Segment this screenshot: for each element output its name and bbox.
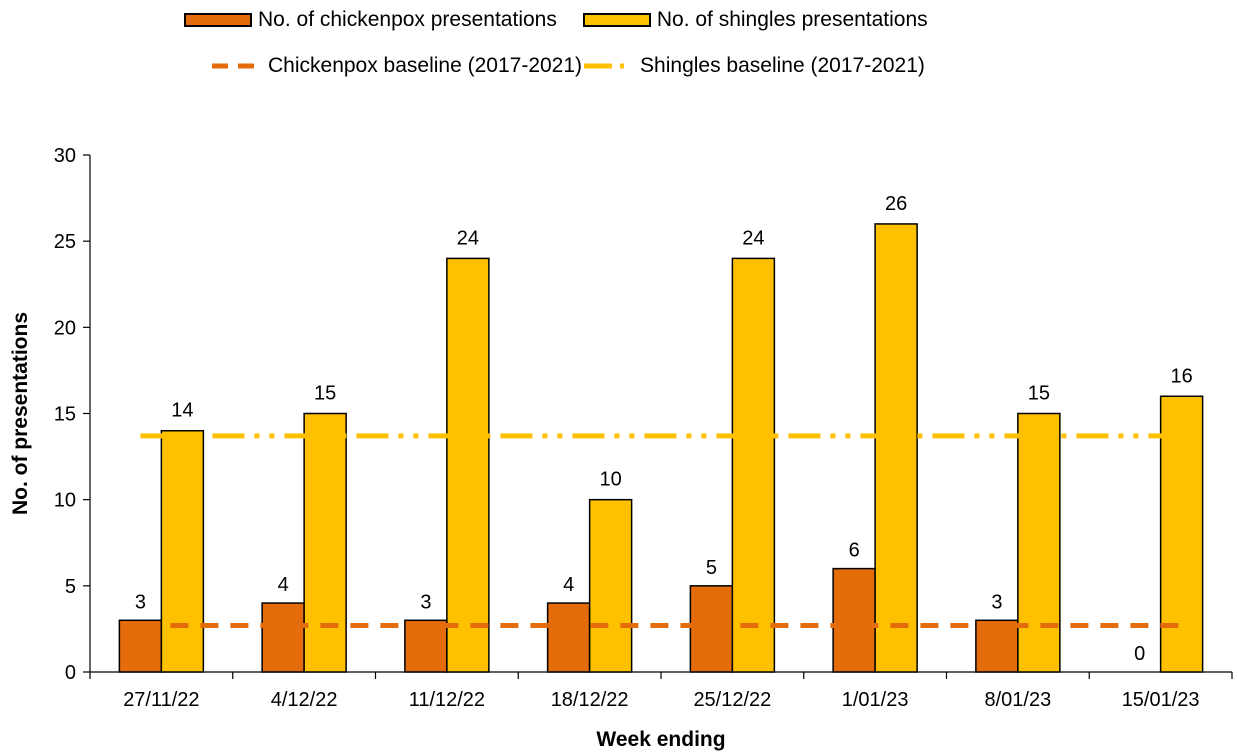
y-tick-label: 30 <box>54 145 76 167</box>
y-tick-label: 25 <box>54 231 76 253</box>
bar-shingles <box>303 412 347 673</box>
bar-shingles <box>1017 412 1061 673</box>
x-tick-label: 18/12/22 <box>551 689 629 711</box>
legend-label-shingles-baseline: Shingles baseline (2017-2021) <box>640 54 925 77</box>
data-label-chickenpox: 6 <box>849 540 860 562</box>
data-label-chickenpox: 5 <box>706 557 717 579</box>
data-label-shingles: 14 <box>171 400 193 422</box>
legend-item-chickenpox-bars: No. of chickenpox presentations <box>184 8 557 32</box>
legend-swatch-shingles-baseline <box>584 63 633 69</box>
x-tick-label: 8/01/23 <box>985 689 1052 711</box>
y-tick-label: 5 <box>65 576 76 598</box>
data-label-shingles: 16 <box>1171 365 1193 387</box>
y-tick-label: 20 <box>54 317 76 339</box>
data-label-chickenpox: 4 <box>563 574 574 596</box>
bar-shingles <box>731 257 776 673</box>
data-label-chickenpox: 3 <box>420 591 431 613</box>
bar-shingles <box>160 429 205 673</box>
data-label-shingles: 26 <box>885 193 907 215</box>
bar-shingles <box>446 257 490 673</box>
x-tick-label: 25/12/22 <box>693 689 771 711</box>
legend-item-shingles-bars: No. of shingles presentations <box>582 8 928 32</box>
data-label-shingles: 24 <box>742 227 764 249</box>
data-label-chickenpox: 0 <box>1134 643 1145 665</box>
legend-swatch-shingles <box>582 13 651 27</box>
legend-row-baselines: Chickenpox baseline (2017-2021) Shingles… <box>210 54 925 78</box>
bar-chickenpox <box>975 619 1019 673</box>
x-tick-label: 1/01/23 <box>842 689 909 711</box>
x-tick-label: 27/11/22 <box>123 689 199 711</box>
chart-legend: No. of chickenpox presentations No. of s… <box>0 0 1238 110</box>
bar-chickenpox <box>689 585 734 673</box>
data-label-shingles: 24 <box>457 227 479 249</box>
y-tick-label: 10 <box>54 490 76 512</box>
legend-item-shingles-baseline: Shingles baseline (2017-2021) <box>582 54 925 78</box>
data-label-shingles: 10 <box>600 469 622 491</box>
y-tick-label: 0 <box>65 662 76 684</box>
data-label-shingles: 15 <box>314 383 336 405</box>
y-axis-title: No. of presentations <box>9 312 32 515</box>
bar-chickenpox <box>404 619 448 673</box>
legend-item-chickenpox-baseline: Chickenpox baseline (2017-2021) <box>210 54 582 78</box>
x-tick-label: 11/12/22 <box>409 689 485 711</box>
legend-swatch-chickenpox-baseline <box>212 63 260 69</box>
bar-shingles <box>874 223 918 673</box>
legend-label-chickenpox-baseline: Chickenpox baseline (2017-2021) <box>268 54 583 77</box>
x-tick-label: 4/12/22 <box>271 689 338 711</box>
bar-shingles <box>588 498 633 673</box>
bar-chickenpox <box>261 602 305 673</box>
legend-row-bars: No. of chickenpox presentations No. of s… <box>184 8 928 32</box>
x-tick-label: 15/01/23 <box>1122 689 1200 711</box>
data-label-shingles: 15 <box>1028 383 1050 405</box>
legend-label-shingles: No. of shingles presentations <box>656 8 928 31</box>
legend-swatch-chickenpox <box>184 13 252 27</box>
x-axis-title: Week ending <box>596 728 725 751</box>
bar-chickenpox <box>118 619 163 673</box>
bar-chickenpox <box>546 602 591 673</box>
legend-label-chickenpox: No. of chickenpox presentations <box>258 8 557 31</box>
data-label-chickenpox: 3 <box>991 591 1002 613</box>
y-tick-label: 15 <box>54 404 76 426</box>
data-label-chickenpox: 3 <box>135 591 146 613</box>
bar-chickenpox <box>832 567 876 673</box>
data-label-chickenpox: 4 <box>278 574 289 596</box>
